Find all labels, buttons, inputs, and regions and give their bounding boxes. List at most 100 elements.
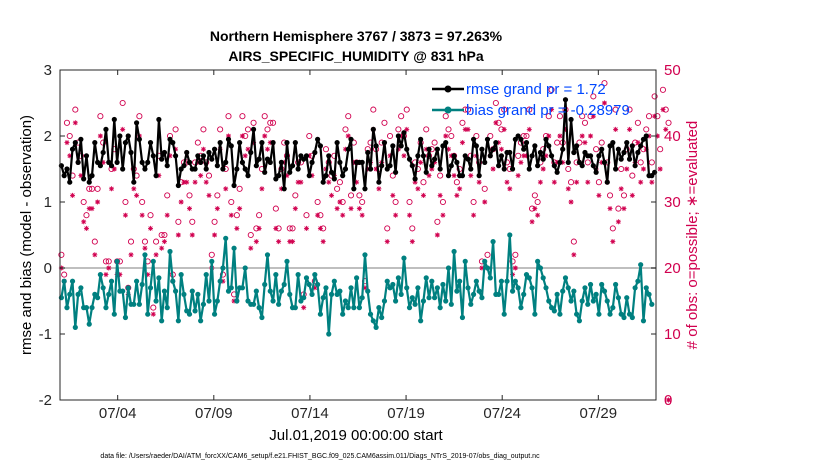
rmse-point [426,146,432,152]
bias-point [323,285,329,291]
rmse-point [223,159,229,165]
obs-evaluated-point [348,206,354,212]
y-tick-label: 3 [44,62,52,79]
obs-evaluated-point [535,212,541,218]
obs-evaluated-point [596,192,602,198]
bias-point [451,248,457,255]
rmse-point [345,146,351,152]
y-axis-label: rmse and bias (model - observation) [18,115,35,355]
obs-possible-point [548,86,555,93]
rmse-point [284,140,290,146]
bias-point [264,252,271,258]
bias-point [462,258,468,264]
rmse-point [434,146,440,152]
obs-possible-point [286,225,293,232]
bias-point [443,298,449,304]
rmse-point [596,153,602,159]
obs-evaluated-point [131,186,137,192]
bias-point [646,291,652,297]
bias-point [418,318,424,324]
rmse-point [392,169,399,175]
y-axis-right-label: # of obs: o=possible; ∗=evaluated [684,121,701,350]
obs-evaluated-point [621,206,627,212]
obs-possible-point [612,106,619,113]
bias-point [209,258,215,264]
bias-point [537,265,544,271]
obs-possible-point [61,271,68,278]
obs-evaluated-point [423,146,429,152]
bias-point [504,278,510,284]
obs-possible-point [598,139,605,146]
obs-evaluated-point [189,232,195,238]
obs-possible-point [97,113,104,120]
rmse-point [217,140,223,146]
obs-evaluated-point [498,146,504,152]
obs-evaluated-point [225,133,231,139]
obs-evaluated-point [111,166,117,172]
bias-point [582,285,588,291]
obs-possible-point [420,179,427,186]
rmse-point [172,153,179,159]
obs-evaluated-point [200,146,206,152]
obs-evaluated-point [615,219,621,225]
rmse-point [326,153,332,159]
obs-possible-point [189,218,196,225]
obs-evaluated-point [78,173,84,179]
rmse-point [571,149,577,156]
obs-evaluated-point [334,206,340,212]
obs-possible-point [200,126,207,133]
bias-point [270,298,276,304]
rmse-point [309,159,315,165]
obs-possible-point [437,172,444,179]
bias-point [223,235,229,241]
rmse-point [125,133,131,139]
rmse-point [270,140,276,146]
bias-point [379,314,385,321]
bias-point [426,295,432,301]
rmse-point [200,153,207,159]
bias-point [635,278,641,284]
bias-point [159,318,165,324]
obs-evaluated-point [106,265,112,271]
obs-possible-point [651,93,658,100]
bias-point [106,291,112,297]
rmse-point [468,166,474,172]
bias-point [195,291,201,297]
y-axis-right: 50 40 30 20 10 0 [664,62,681,409]
bias-point [445,265,452,271]
obs-evaluated-point [64,140,70,146]
rmse-point [203,166,209,172]
bias-point [640,318,647,324]
obs-evaluated-point [618,186,624,192]
obs-evaluated-point [223,186,229,192]
obs-possible-point [347,192,355,199]
obs-possible-point [601,80,608,87]
obs-evaluated-point [543,153,549,159]
bias-point [560,288,566,294]
y-right-tick-label: 0 [664,392,672,409]
obs-evaluated-point [72,120,78,126]
rmse-point [610,140,616,146]
obs-possible-point [423,126,430,133]
rmse-point [493,140,499,146]
bias-point [133,278,140,284]
obs-evaluated-point [562,126,568,132]
rmse-point [535,163,541,169]
obs-evaluated-point [167,153,173,159]
obs-evaluated-point [164,212,170,218]
obs-evaluated-point [432,159,438,165]
obs-possible-point [314,198,321,206]
rmse-point [156,116,162,123]
obs-evaluated-point [159,245,165,251]
bias-point [328,291,335,297]
obs-possible-point [434,218,441,225]
x-tick-label: 07/14 [291,405,329,422]
bias-point [437,305,443,311]
rmse-point [136,136,142,142]
obs-possible-point [342,126,349,133]
bias-point [359,295,365,301]
obs-possible-point [659,86,667,93]
legend-bias-label: bias grand pr = -0.28979 [466,102,630,119]
obs-possible-point [58,251,65,258]
bias-point [351,305,357,311]
